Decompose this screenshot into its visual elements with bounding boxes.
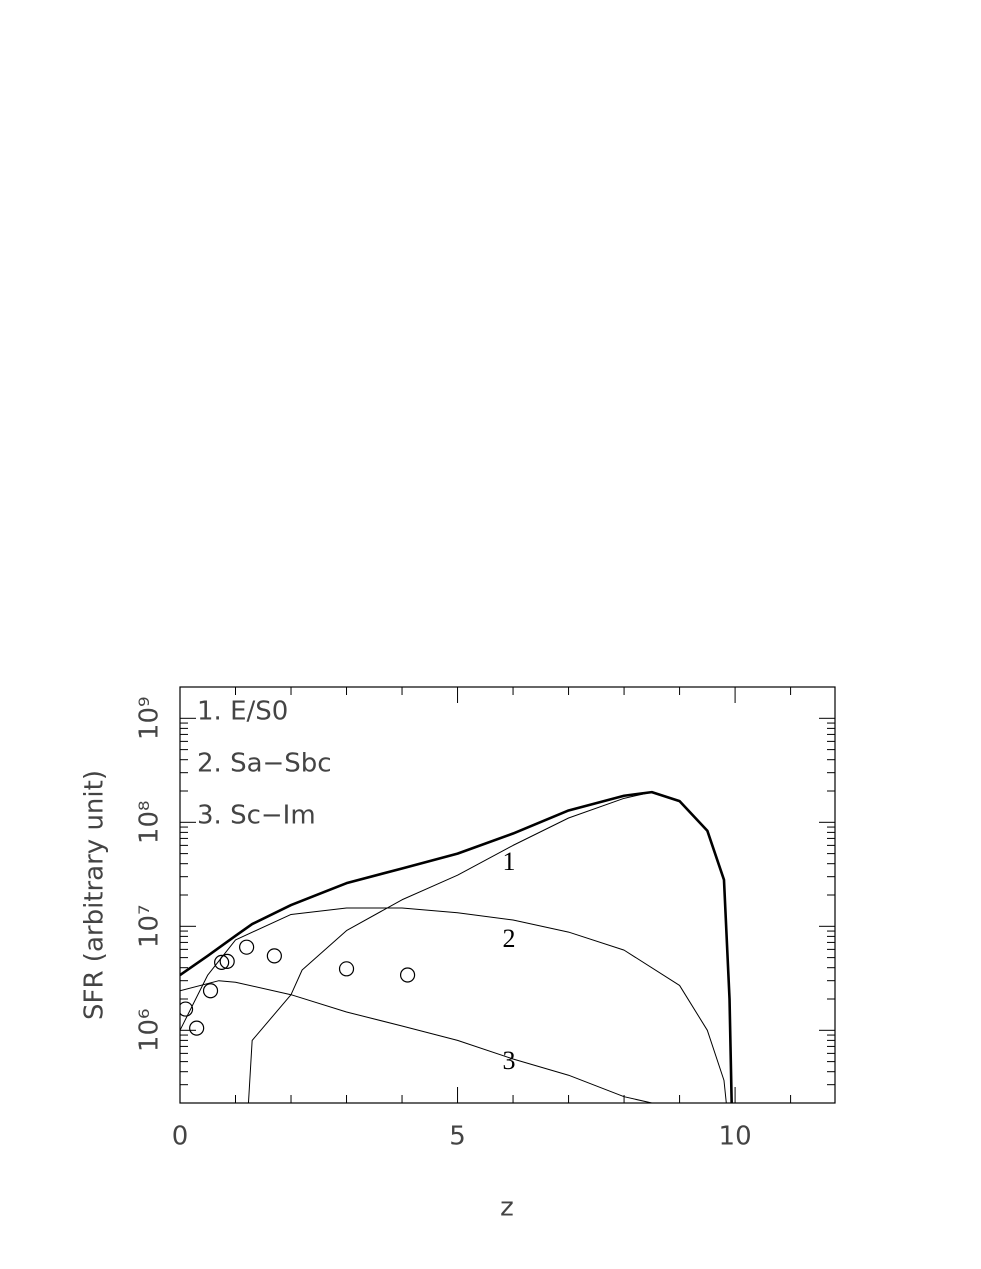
data-point <box>202 983 219 999</box>
x-tick-label: 10 <box>719 1122 752 1152</box>
legend-entry: 3. Sc−Im <box>197 801 316 831</box>
series-line <box>180 907 727 1103</box>
data-point <box>239 939 255 955</box>
series-line <box>180 790 733 1103</box>
data-point <box>266 948 282 964</box>
data-point <box>219 953 235 969</box>
data-point <box>180 1001 194 1017</box>
y-tick-label: 10⁶ <box>135 1009 165 1053</box>
x-axis-label: z <box>500 1193 514 1223</box>
series-line <box>247 791 652 1103</box>
legend-entry: 1. E/S0 <box>197 697 288 727</box>
legend-entry: 2. Sa−Sbc <box>197 749 332 779</box>
y-tick-label: 10⁸ <box>135 801 165 845</box>
x-tick-label: 0 <box>172 1122 189 1152</box>
series-line <box>180 980 652 1103</box>
data-point <box>399 967 416 983</box>
curve-label: 3 <box>503 1046 516 1075</box>
curve-label: 1 <box>503 847 516 876</box>
curve-label: 2 <box>503 924 516 953</box>
data-point <box>214 954 230 970</box>
y-tick-label: 10⁹ <box>135 697 165 741</box>
data-point <box>338 961 355 977</box>
data-point <box>189 1020 205 1036</box>
y-axis-label: SFR (arbitrary unit) <box>80 770 110 1020</box>
x-tick-label: 5 <box>449 1122 466 1152</box>
y-tick-label: 10⁷ <box>135 905 165 949</box>
plot-area <box>180 790 733 1103</box>
